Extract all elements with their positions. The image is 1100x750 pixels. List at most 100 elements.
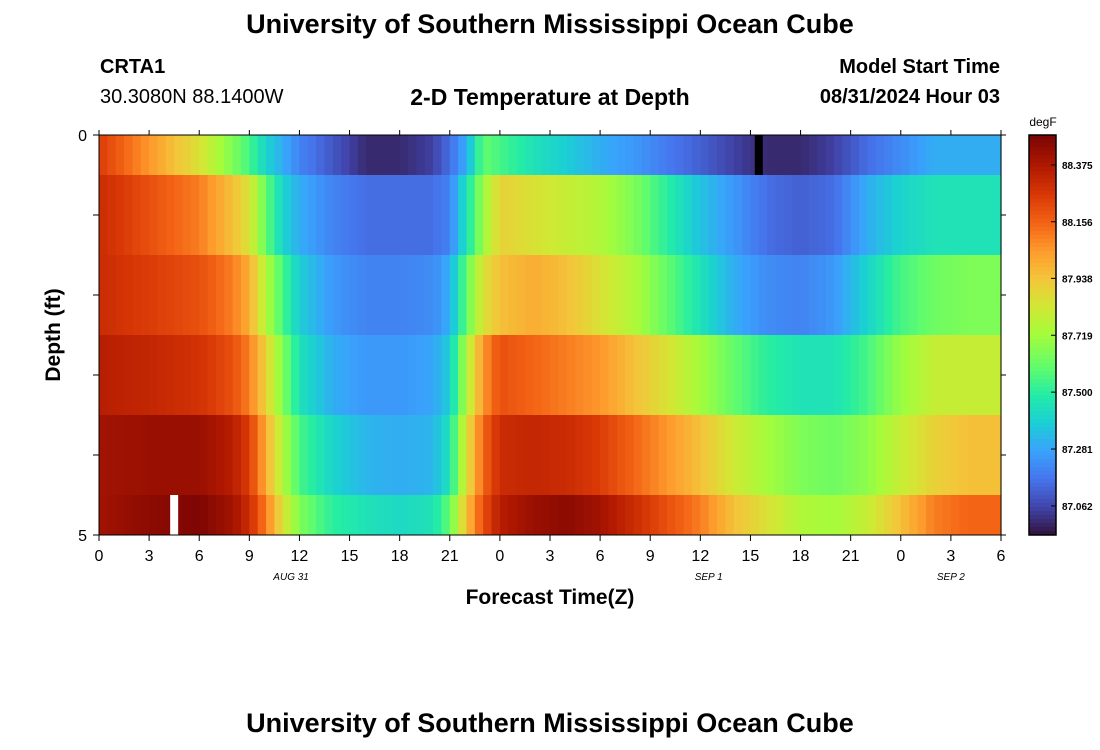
heatmap-cell: [909, 415, 919, 496]
heatmap-cell: [449, 335, 459, 416]
heatmap-cell: [332, 135, 342, 176]
heatmap-cell: [550, 175, 559, 256]
x-tick-label: 0: [95, 548, 104, 565]
heatmap-cell: [658, 495, 668, 536]
heatmap-cell: [616, 175, 626, 256]
heatmap-cell: [408, 135, 417, 176]
heatmap-cell: [357, 255, 367, 336]
heatmap-cell: [967, 415, 977, 496]
heatmap-cell: [199, 495, 209, 536]
heatmap-cell: [992, 415, 1002, 496]
heatmap-cell: [257, 255, 267, 336]
heatmap-cell: [99, 255, 108, 336]
heatmap-cells: [99, 135, 1002, 536]
heatmap-cell: [357, 495, 367, 536]
heatmap-cell: [700, 335, 710, 416]
heatmap-cell: [332, 495, 342, 536]
heatmap-cell: [691, 335, 701, 416]
heatmap-cell: [767, 335, 777, 416]
heatmap-cell: [725, 335, 735, 416]
heatmap-cell: [182, 175, 192, 256]
heatmap-cell: [733, 175, 743, 256]
heatmap-cell: [625, 175, 635, 256]
heatmap-cell: [641, 495, 651, 536]
heatmap-cell: [541, 415, 551, 496]
heatmap-cell: [917, 415, 927, 496]
colorbar-segment: [1029, 487, 1056, 492]
heatmap-cell: [859, 415, 868, 496]
heatmap-cell: [566, 175, 576, 256]
heatmap-cell: [708, 255, 718, 336]
x-tick-label: 6: [195, 548, 204, 565]
heatmap-cell: [666, 335, 676, 416]
heatmap-cell: [925, 335, 935, 416]
heatmap-cell: [616, 335, 626, 416]
heatmap-cell: [884, 335, 894, 416]
heatmap-cell: [416, 175, 426, 256]
heatmap-cell: [992, 495, 1002, 536]
colorbar-segment: [1029, 467, 1056, 472]
heatmap-cell: [232, 255, 242, 336]
heatmap-cell: [307, 335, 317, 416]
colorbar-segment: [1029, 439, 1056, 444]
heatmap-cell: [458, 175, 468, 256]
heatmap-cell: [182, 335, 192, 416]
heatmap-cell: [675, 415, 685, 496]
colorbar-segment: [1029, 175, 1056, 180]
heatmap-cell: [633, 495, 643, 536]
heatmap-cell: [625, 415, 635, 496]
heatmap-cell: [341, 415, 351, 496]
heatmap-cell: [433, 495, 443, 536]
colorbar-segment: [1029, 267, 1056, 272]
heatmap-cell: [833, 415, 843, 496]
heatmap-cell: [416, 415, 426, 496]
heatmap-cell: [165, 335, 175, 416]
colorbar-segment: [1029, 279, 1056, 284]
heatmap-cell: [658, 415, 668, 496]
colorbar-segment: [1029, 327, 1056, 332]
heatmap-cell: [124, 335, 134, 416]
heatmap-cell: [984, 175, 994, 256]
heatmap-cell: [558, 135, 568, 176]
heatmap-cell: [533, 415, 543, 496]
heatmap-cell: [408, 335, 417, 416]
heatmap-cell: [124, 255, 134, 336]
heatmap-cell: [282, 335, 292, 416]
heatmap-cell: [750, 175, 760, 256]
colorbar-tick-label: 87.938: [1062, 274, 1093, 285]
colorbar-segment: [1029, 135, 1056, 140]
heatmap-cell: [758, 175, 768, 256]
heatmap-cell: [742, 415, 752, 496]
heatmap-cell: [249, 335, 259, 416]
colorbar-segment: [1029, 179, 1056, 184]
heatmap-cell: [950, 255, 960, 336]
colorbar-segment: [1029, 435, 1056, 440]
heatmap-cell: [859, 495, 868, 536]
heatmap-cell: [917, 255, 927, 336]
heatmap-cell: [800, 335, 810, 416]
heatmap-cell: [124, 415, 134, 496]
heatmap-cell: [349, 255, 359, 336]
heatmap-cell: [215, 495, 225, 536]
date-label: SEP 2: [937, 572, 965, 583]
heatmap-cell: [174, 135, 184, 176]
colorbar-segment: [1029, 303, 1056, 308]
colorbar-segment: [1029, 191, 1056, 196]
heatmap-cell: [650, 335, 660, 416]
heatmap-cell: [249, 135, 259, 176]
heatmap-cell: [608, 495, 618, 536]
colorbar-segment: [1029, 403, 1056, 408]
heatmap-cell: [224, 175, 234, 256]
heatmap-cell: [975, 135, 985, 176]
colorbar-segment: [1029, 183, 1056, 188]
heatmap-cell: [775, 255, 785, 336]
heatmap-cell: [925, 255, 935, 336]
heatmap-cell: [850, 175, 860, 256]
heatmap-cell: [942, 135, 952, 176]
heatmap-cell: [917, 495, 927, 536]
heatmap-cell: [892, 415, 902, 496]
heatmap-cell: [249, 495, 259, 536]
heatmap-cell: [984, 415, 994, 496]
heatmap-cell: [182, 415, 192, 496]
heatmap-cell: [942, 175, 952, 256]
